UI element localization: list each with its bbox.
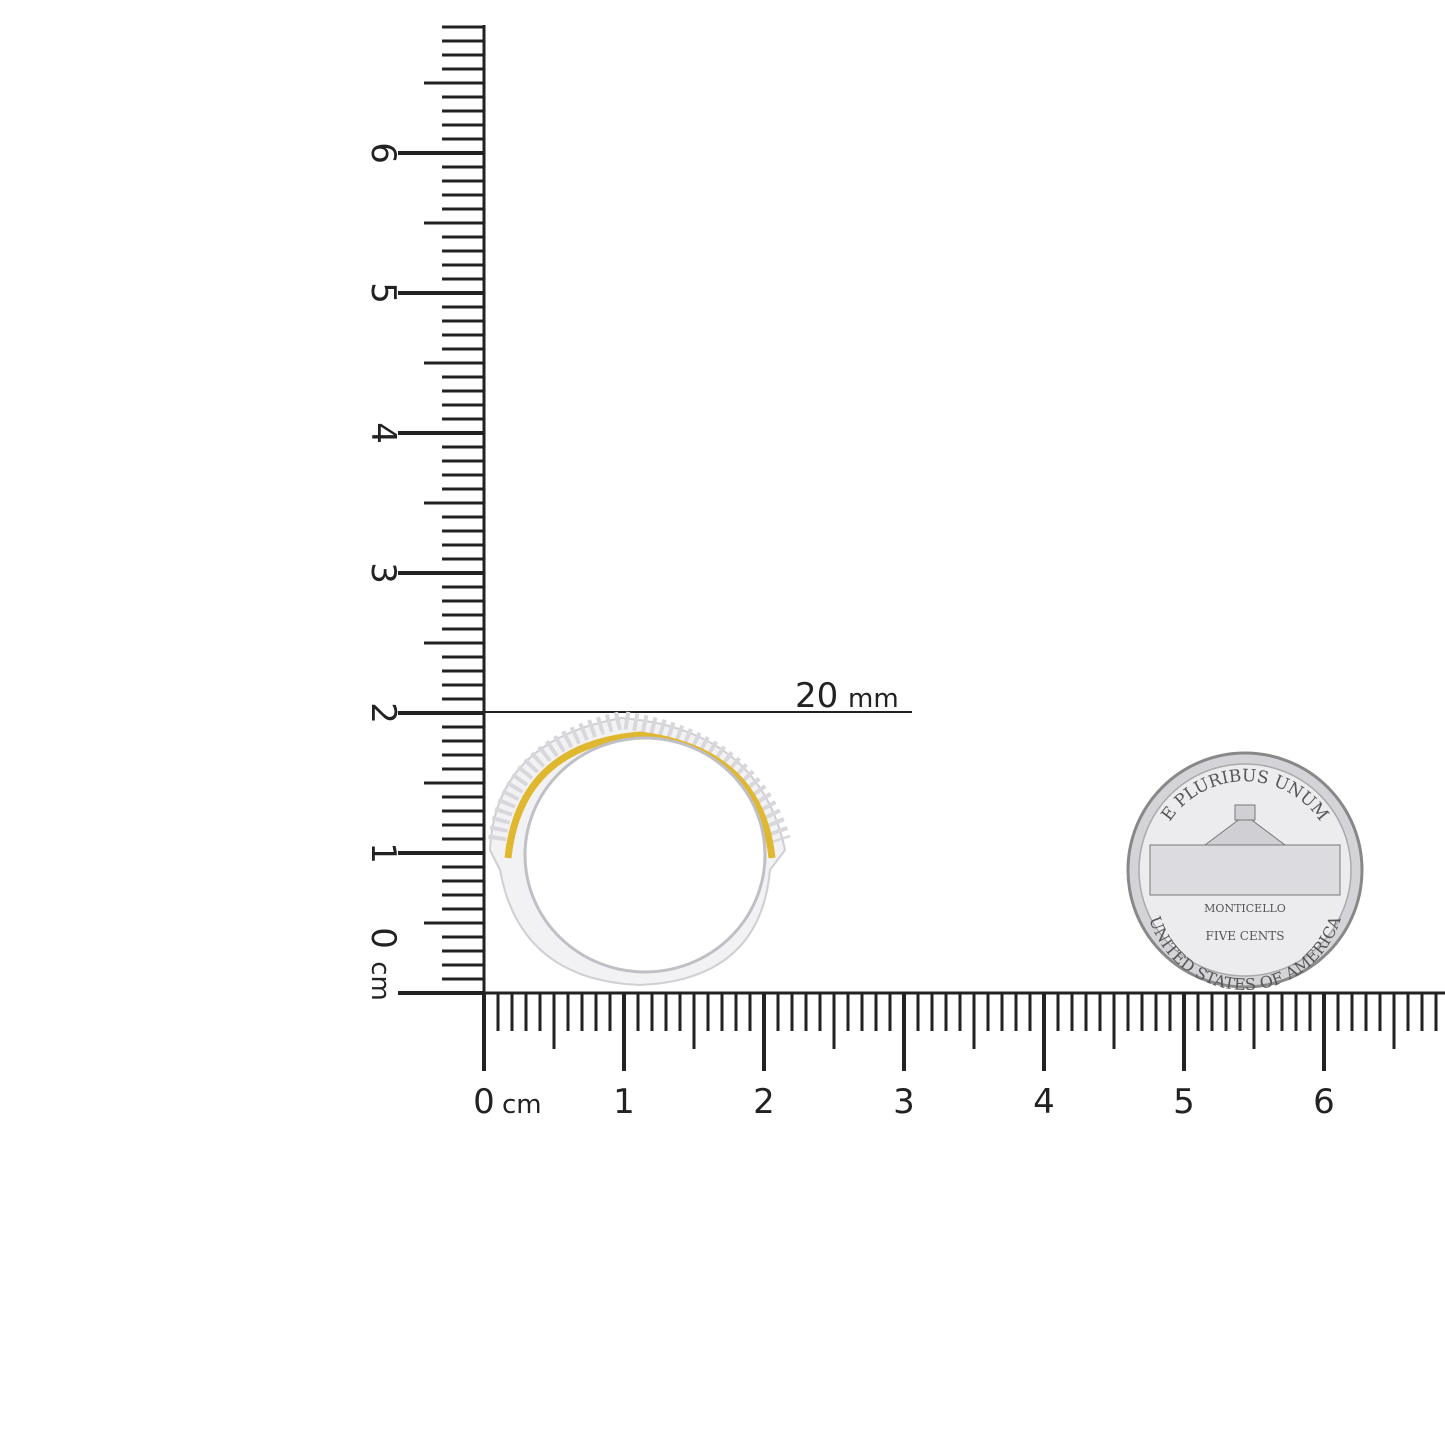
- vertical-tick-label: 5: [363, 282, 403, 304]
- ring-image: [488, 710, 791, 987]
- horizontal-tick-label: 0: [473, 1082, 495, 1122]
- nickel-coin-image: E PLURIBUS UNUM MONTICELLO FIVE CENTS UN…: [1126, 751, 1364, 994]
- horizontal-tick-label: 6: [1313, 1082, 1335, 1122]
- horizontal-ruler: 0 1 2 3 4 5 6 cm: [473, 991, 1445, 1122]
- vertical-tick-label: 6: [363, 142, 403, 164]
- vertical-tick-label: 3: [363, 562, 403, 584]
- vertical-tick-label: 2: [363, 702, 403, 724]
- horizontal-tick-label: 3: [893, 1082, 915, 1122]
- vertical-unit-label: cm: [365, 961, 395, 1001]
- vertical-tick-label: 0: [363, 927, 403, 949]
- horizontal-tick-label: 1: [613, 1082, 635, 1122]
- vertical-tick-label: 4: [363, 422, 403, 444]
- coin-denomination: FIVE CENTS: [1206, 929, 1285, 943]
- horizontal-unit-label: cm: [502, 1090, 542, 1120]
- vertical-tick-label: 1: [363, 842, 403, 864]
- measurement-unit: mm: [848, 684, 899, 714]
- vertical-ruler: 0 1 2 3 4 5 6 cm: [363, 25, 486, 1001]
- horizontal-tick-label: 4: [1033, 1082, 1055, 1122]
- horizontal-tick-label: 5: [1173, 1082, 1195, 1122]
- measurement-value: 20: [795, 676, 838, 716]
- horizontal-tick-label: 2: [753, 1082, 775, 1122]
- coin-building-name: MONTICELLO: [1204, 902, 1286, 915]
